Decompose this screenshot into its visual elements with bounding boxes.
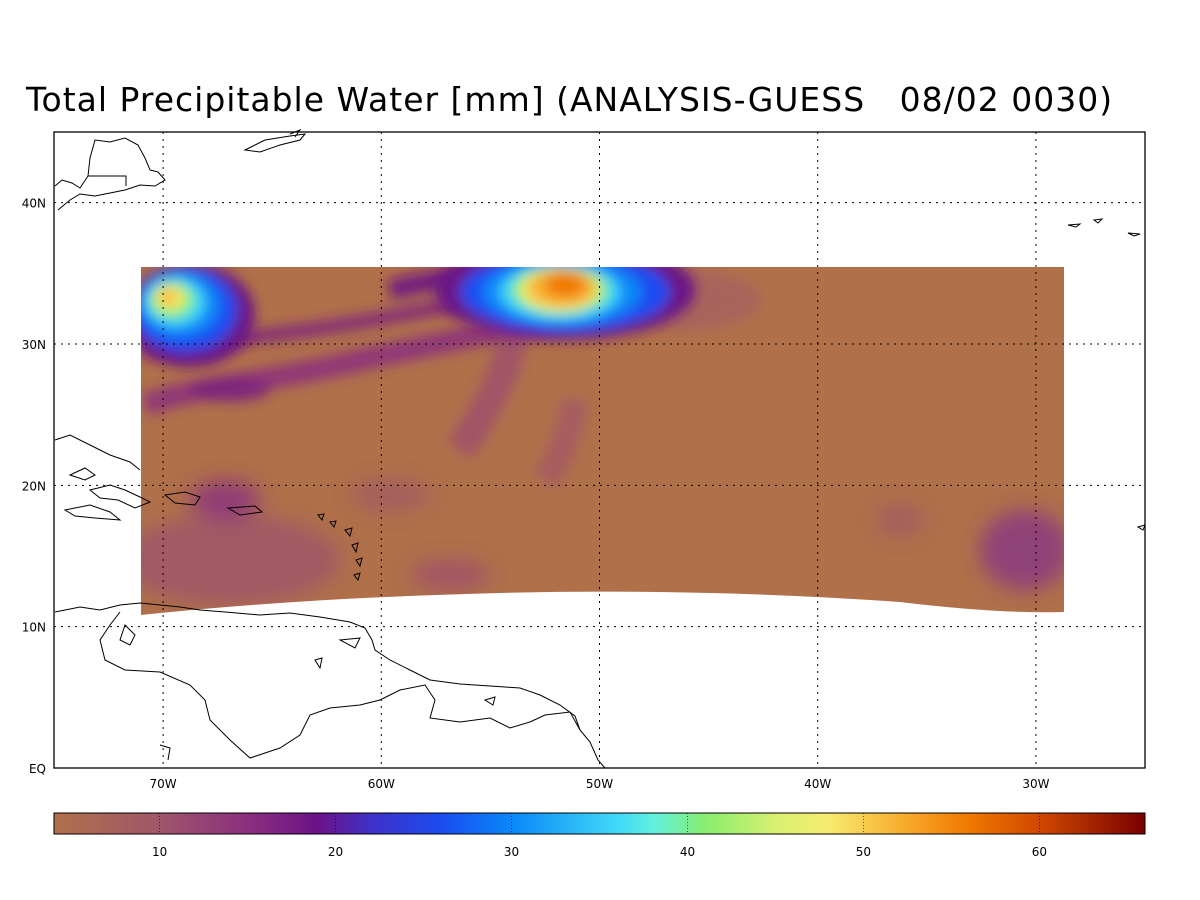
moisture-band (447, 326, 530, 459)
coastline (344, 527, 353, 538)
coastline (159, 744, 171, 761)
coastline (119, 624, 136, 646)
coastline (314, 657, 323, 670)
lon-label: 70W (150, 777, 177, 791)
coastline (338, 637, 361, 649)
moisture-band (190, 378, 270, 402)
coastline (68, 467, 96, 481)
coastline (317, 513, 325, 522)
caribbean-moisture-layer (141, 480, 1064, 605)
colorbar (53, 812, 1146, 835)
colorbar-ticks: 10 20 30 40 50 60 (152, 813, 1047, 859)
coastline (289, 128, 302, 138)
coastline (243, 133, 307, 153)
lon-label: 50W (586, 777, 613, 791)
lat-label: 30N (22, 338, 46, 352)
colorbar-tick-label: 40 (680, 845, 695, 859)
coastline (329, 520, 337, 529)
moist-blob-central (435, 267, 695, 340)
coastline (226, 505, 264, 516)
coastlines (54, 128, 1146, 769)
coastline (1136, 524, 1146, 531)
lon-label: 30W (1022, 777, 1049, 791)
coastline (1067, 223, 1082, 228)
moist-blob-west (141, 267, 255, 367)
blob-ring (545, 273, 585, 297)
coastline (355, 557, 363, 568)
lat-label: 10N (22, 621, 46, 635)
coastline (353, 572, 361, 582)
caribbean-moisture (410, 560, 490, 590)
lat-label: 20N (22, 479, 46, 493)
lat-label: 40N (22, 197, 46, 211)
coastline (99, 611, 581, 759)
coastline (88, 175, 127, 186)
lon-label: 40W (804, 777, 831, 791)
data-field (141, 267, 1064, 615)
lon-label: 60W (368, 777, 395, 791)
axis-labels: 70W 60W 50W 40W 30W 40N 30N 20N 10N EQ (22, 197, 1050, 791)
coastline (351, 542, 359, 554)
moisture-band (534, 397, 588, 488)
caribbean-moisture (980, 510, 1064, 590)
coastline (1127, 232, 1141, 237)
caribbean-moisture (875, 505, 925, 535)
coastline (163, 491, 201, 506)
coastline (54, 434, 141, 471)
caribbean-moisture (141, 515, 340, 605)
coastline (483, 696, 496, 706)
caribbean-moisture (190, 480, 260, 520)
coastline (88, 484, 152, 509)
colorbar-tick-label: 10 (152, 845, 167, 859)
colorbar-tick-label: 60 (1032, 845, 1047, 859)
map-title: Total Precipitable Water [mm] (ANALYSIS-… (26, 80, 1114, 119)
colorbar-tick-label: 30 (504, 845, 519, 859)
coastline (63, 504, 122, 521)
graticule (54, 132, 1145, 768)
coastline (54, 602, 606, 769)
colorbar-tick-label: 20 (328, 845, 343, 859)
coastline (1092, 218, 1104, 224)
coastline (54, 137, 166, 211)
blob-ring (160, 290, 176, 304)
colorbar-tick-label: 50 (856, 845, 871, 859)
caribbean-moisture (350, 480, 430, 510)
lat-label: EQ (29, 762, 46, 776)
